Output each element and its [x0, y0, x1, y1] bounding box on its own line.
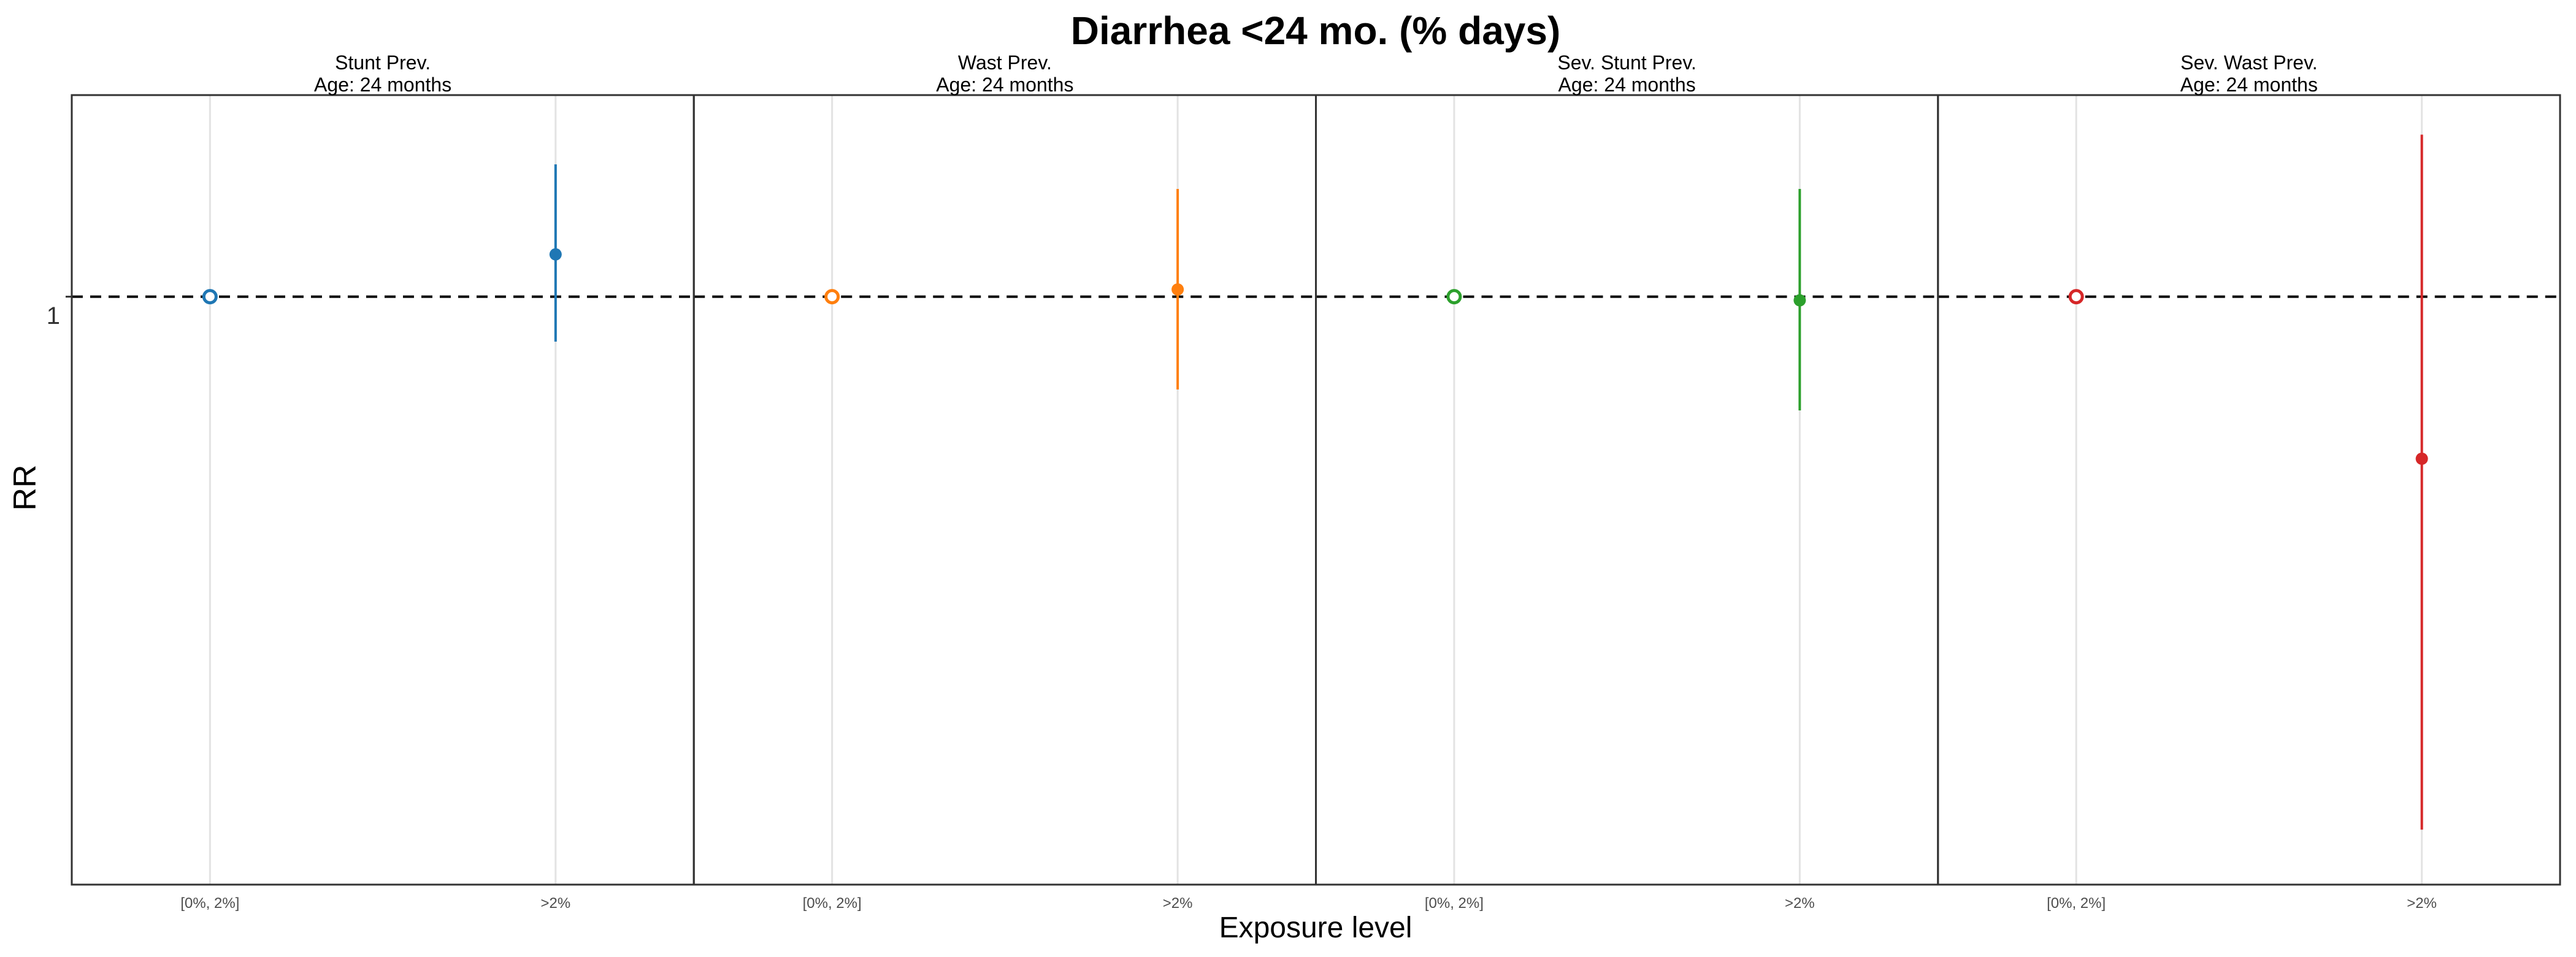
- x-tick-label: [0%, 2%]: [1425, 895, 1484, 912]
- x-tick-label: >2%: [1785, 895, 1815, 912]
- facet-panel: Sev. Wast Prev.Age: 24 months [0%, 2%] >2%: [1937, 52, 2561, 912]
- estimate-point: [1793, 294, 1806, 307]
- y-axis-tick-label: 1: [47, 302, 60, 329]
- panel-border: [1937, 94, 2561, 886]
- facet-title: Sev. Stunt Prev.: [1557, 52, 1696, 74]
- reference-point: [202, 289, 218, 305]
- x-tick-label: >2%: [2407, 895, 2437, 912]
- x-axis-label: Exposure level: [1219, 912, 1413, 944]
- reference-point: [2068, 289, 2084, 305]
- facet-panels: Stunt Prev.Age: 24 months[0%, 2%] >2%Wast…: [66, 52, 2561, 912]
- x-tick-label: [0%, 2%]: [2047, 895, 2106, 912]
- x-tick-label: >2%: [1163, 895, 1193, 912]
- y-axis-label: RR: [7, 464, 43, 510]
- x-tick-label: [0%, 2%]: [803, 895, 862, 912]
- reference-point: [1446, 289, 1462, 305]
- x-tick-label: >2%: [541, 895, 571, 912]
- facet-title: Wast Prev.: [958, 52, 1052, 74]
- facet-panel: Wast Prev.Age: 24 months [0%, 2%] >2%: [692, 52, 1317, 912]
- facet-subtitle: Age: 24 months: [1558, 74, 1696, 96]
- facet-title: Sev. Wast Prev.: [2180, 52, 2317, 74]
- facet-title: Stunt Prev.: [335, 52, 431, 74]
- estimate-point: [549, 248, 562, 261]
- chart-title: Diarrhea <24 mo. (% days): [1071, 9, 1561, 53]
- estimate-point: [1171, 283, 1184, 296]
- facet-panel: Sev. Stunt Prev.Age: 24 months [0%, 2%] >2…: [1315, 52, 1939, 912]
- x-tick-label: [0%, 2%]: [180, 895, 239, 912]
- facet-subtitle: Age: 24 months: [2180, 74, 2318, 96]
- estimate-point: [2415, 452, 2428, 465]
- facet-subtitle: Age: 24 months: [314, 74, 451, 96]
- facet-subtitle: Age: 24 months: [936, 74, 1073, 96]
- reference-point: [824, 289, 840, 305]
